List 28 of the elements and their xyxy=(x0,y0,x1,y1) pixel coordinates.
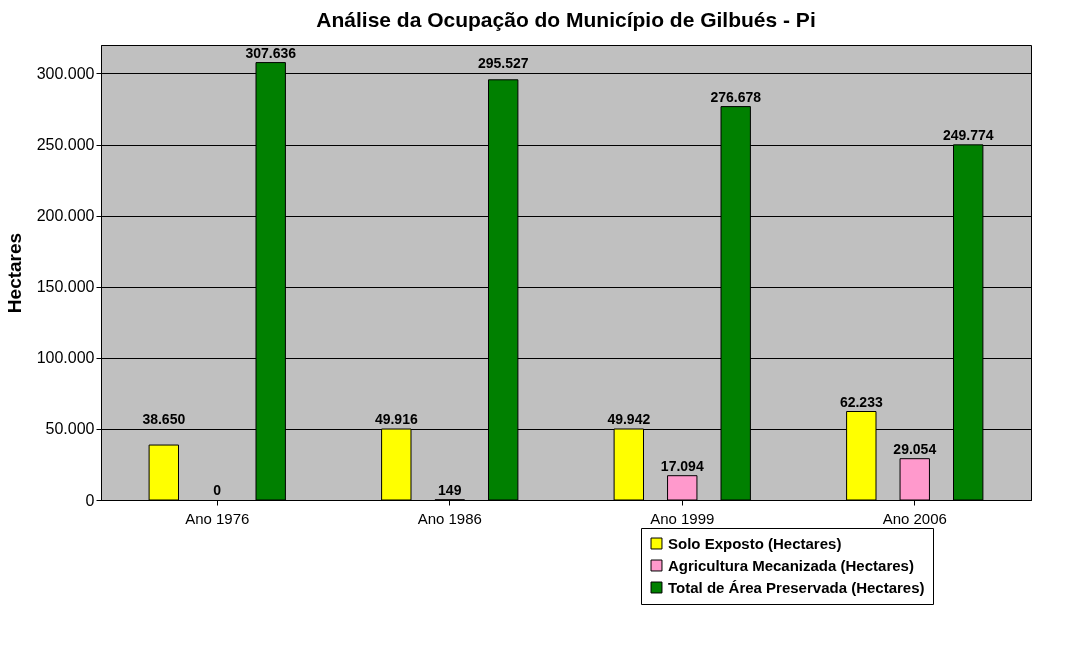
y-tick-label: 250.000 xyxy=(36,136,95,154)
data-label: 29.054 xyxy=(893,440,937,457)
y-tick-label: 0 xyxy=(85,491,95,509)
data-label: 17.094 xyxy=(660,457,704,474)
data-label: 249.774 xyxy=(942,126,994,143)
x-tick-label: Ano 2006 xyxy=(882,509,947,527)
x-tick-label: Ano 1986 xyxy=(417,509,482,527)
y-tick-label: 150.000 xyxy=(36,278,95,296)
data-label: 295.527 xyxy=(477,55,529,72)
y-tick-label: 300.000 xyxy=(36,64,95,82)
y-tick-label: 100.000 xyxy=(36,349,95,367)
y-tick-label: 200.000 xyxy=(36,207,95,225)
legend-label: Agricultura Mecanizada (Hectares) xyxy=(668,556,914,574)
data-label: 149 xyxy=(438,481,462,498)
x-tick-label: Ano 1999 xyxy=(650,509,715,527)
data-label: 49.916 xyxy=(374,411,418,428)
legend-label: Solo Exposto (Hectares) xyxy=(668,534,842,552)
data-label: 276.678 xyxy=(710,88,762,105)
data-label: 307.636 xyxy=(245,44,297,61)
legend-label: Total de Área Preservada (Hectares) xyxy=(668,578,925,596)
data-label: 38.650 xyxy=(142,410,186,427)
data-label: 0 xyxy=(213,482,222,498)
y-tick-label: 50.000 xyxy=(45,420,95,438)
x-tick-label: Ano 1976 xyxy=(185,509,250,527)
data-label: 49.942 xyxy=(607,410,651,427)
chart-title: Análise da Ocupação do Município de Gilbués - Pi xyxy=(316,8,816,31)
data-label: 62.233 xyxy=(839,393,883,410)
y-axis-title: Hectares xyxy=(3,232,25,314)
